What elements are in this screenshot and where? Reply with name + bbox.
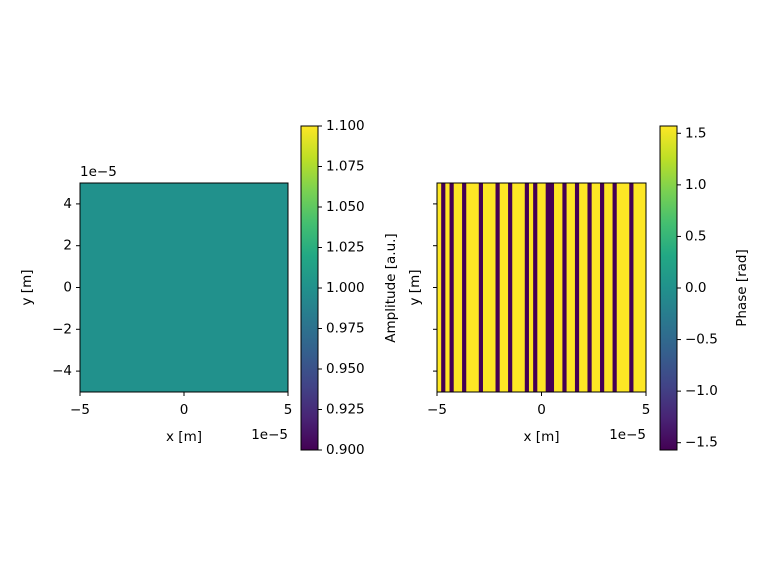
heatmap-cell [587, 183, 593, 393]
heatmap-cell [516, 183, 521, 393]
heatmap-cell [633, 183, 639, 393]
heatmap-cell [449, 183, 455, 393]
colorbar-tick-label: 1.100 [326, 118, 365, 134]
y-tick-label: 4 [63, 196, 72, 212]
colorbar-tick-label: 1.5 [685, 125, 706, 141]
colorbar-tick-label: 1.025 [326, 240, 365, 256]
colorbar-tick-label: 0.0 [685, 280, 706, 296]
colorbar-tick-label: 1.0 [685, 177, 706, 193]
colorbar-tick-label: 0.950 [326, 361, 365, 377]
heatmap-cell [491, 183, 496, 393]
colorbar-tick-label: −1.0 [685, 383, 718, 399]
heatmap-cell [528, 183, 534, 393]
x-tick-label: 5 [642, 402, 651, 418]
x-tick-label: −5 [70, 402, 90, 418]
heatmap-cell [616, 183, 622, 393]
heatmap-cell [549, 183, 555, 393]
colorbar-tick-label: 0.925 [326, 402, 365, 418]
heatmap-cell [457, 183, 463, 393]
y-tick-label: −2 [52, 321, 72, 337]
colorbar-tick-label: 0.975 [326, 321, 365, 337]
x-tick-label: −5 [427, 402, 447, 418]
heatmap-cell [625, 183, 630, 393]
heatmap-cell [466, 183, 471, 393]
x-offset-text: 1e−5 [609, 427, 646, 443]
heatmap-cell [604, 183, 609, 393]
heatmap-cell [512, 183, 517, 393]
x-axis-label: x [m] [166, 429, 202, 445]
heatmap-cell [554, 183, 559, 393]
heatmap-cell [591, 183, 597, 393]
heatmap-cell [470, 183, 476, 393]
heatmap-cell [524, 183, 530, 393]
y-offset-text: 1e−5 [80, 164, 117, 180]
heatmap-cell [545, 183, 551, 393]
colorbar-tick-label: 1.050 [326, 199, 365, 215]
heatmap-cell [499, 183, 505, 393]
heatmap-cell [453, 183, 459, 393]
x-axis-label: x [m] [524, 429, 560, 445]
heatmap-cell [562, 183, 567, 393]
heatmap-cell [474, 183, 480, 393]
x-tick-label: 0 [180, 402, 189, 418]
heatmap-cell [537, 183, 542, 393]
heatmap-cell [612, 183, 618, 393]
heatmap-cell [441, 183, 446, 393]
colorbar [300, 125, 319, 451]
heatmap-cell [445, 183, 450, 393]
heatmap-cell [637, 183, 643, 393]
heatmap-cell [533, 183, 538, 393]
x-offset-text: 1e−5 [251, 427, 288, 443]
x-tick-label: 0 [537, 402, 546, 418]
colorbar-tick-label: −1.5 [685, 435, 718, 451]
heatmap-cell [495, 183, 501, 393]
heatmap-cell [437, 183, 442, 393]
heatmap-cell [508, 183, 513, 393]
colorbar-label: Phase [rad] [734, 249, 750, 327]
heatmap-cell [566, 183, 572, 393]
heatmap-cell [80, 183, 289, 393]
heatmap-cell [520, 183, 526, 393]
y-tick-label: −4 [52, 363, 72, 379]
colorbar-tick-label: −0.5 [685, 332, 718, 348]
y-axis-label: y [m] [19, 270, 35, 306]
colorbar-tick-label: 1.075 [326, 159, 365, 175]
heatmap-cell [583, 183, 588, 393]
heatmap-cell [620, 183, 626, 393]
heatmap-cell [574, 183, 580, 393]
heatmap-cell [541, 183, 547, 393]
heatmap-cell [600, 183, 605, 393]
colorbar-tick-label: 1.000 [326, 280, 365, 296]
heatmap-cell [487, 183, 492, 393]
heatmap-cell [482, 183, 488, 393]
heatmap-cell [462, 183, 467, 393]
y-tick-label: 2 [63, 238, 72, 254]
heatmap-cell [641, 183, 647, 393]
colorbar-tick-label: 0.5 [685, 228, 706, 244]
colorbar-label: Amplitude [a.u.] [383, 233, 399, 342]
colorbar-tick-label: 0.900 [326, 442, 365, 458]
x-tick-label: 5 [284, 402, 293, 418]
heatmap-cell [629, 183, 634, 393]
heatmap-cell [503, 183, 509, 393]
heatmap-cell [478, 183, 484, 393]
y-axis-label: y [m] [407, 270, 423, 306]
colorbar [659, 125, 678, 451]
heatmap-cell [595, 183, 601, 393]
heatmap-cell [608, 183, 613, 393]
y-tick-label: 0 [63, 280, 72, 296]
heatmap-cell [558, 183, 563, 393]
heatmap-cell [579, 183, 584, 393]
heatmap-cell [570, 183, 576, 393]
